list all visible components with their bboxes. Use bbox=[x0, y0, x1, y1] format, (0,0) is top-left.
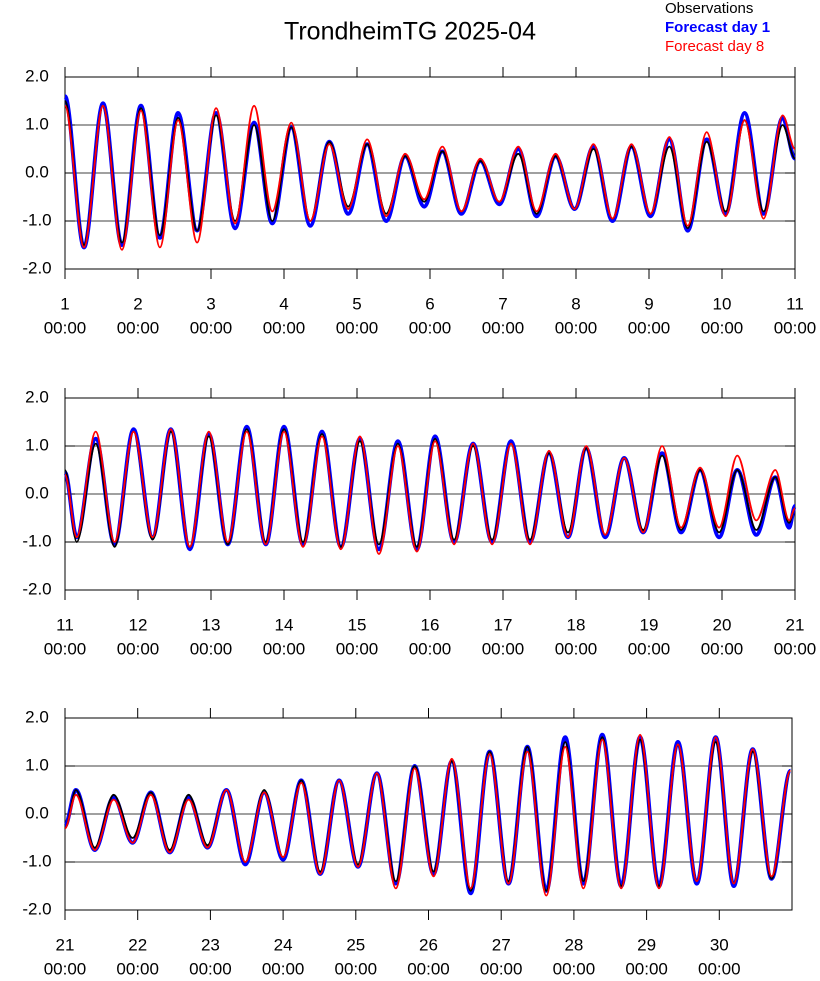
x-tick-sublabel: 00:00 bbox=[628, 639, 671, 658]
series-line bbox=[64, 428, 796, 555]
x-tick-label: 5 bbox=[352, 294, 361, 313]
y-tick-label: 0.0 bbox=[25, 803, 49, 822]
x-tick-sublabel: 00:00 bbox=[336, 318, 379, 337]
y-tick-label: -1.0 bbox=[22, 210, 51, 229]
x-tick-sublabel: 00:00 bbox=[189, 959, 232, 978]
x-tick-sublabel: 00:00 bbox=[262, 959, 305, 978]
y-tick-label: 2.0 bbox=[25, 707, 49, 726]
x-tick-label: 9 bbox=[644, 294, 653, 313]
x-tick-label: 25 bbox=[346, 935, 365, 954]
x-tick-sublabel: 00:00 bbox=[555, 639, 598, 658]
legend-entry: Observations bbox=[665, 0, 753, 17]
y-tick-label: 0.0 bbox=[25, 162, 49, 181]
x-tick-label: 7 bbox=[498, 294, 507, 313]
x-tick-label: 1 bbox=[60, 294, 69, 313]
x-tick-sublabel: 00:00 bbox=[555, 318, 598, 337]
series-line bbox=[64, 733, 792, 897]
y-tick-label: 2.0 bbox=[25, 387, 49, 406]
y-tick-label: 1.0 bbox=[25, 755, 49, 774]
x-tick-sublabel: 00:00 bbox=[774, 318, 817, 337]
x-tick-label: 12 bbox=[129, 615, 148, 634]
x-tick-sublabel: 00:00 bbox=[44, 959, 87, 978]
x-tick-sublabel: 00:00 bbox=[190, 639, 233, 658]
y-tick-label: -2.0 bbox=[22, 899, 51, 918]
x-tick-sublabel: 00:00 bbox=[117, 639, 160, 658]
x-tick-label: 17 bbox=[494, 615, 513, 634]
x-tick-label: 16 bbox=[421, 615, 440, 634]
x-tick-sublabel: 00:00 bbox=[190, 318, 233, 337]
x-tick-label: 15 bbox=[348, 615, 367, 634]
x-tick-label: 2 bbox=[133, 294, 142, 313]
x-tick-sublabel: 00:00 bbox=[698, 959, 741, 978]
x-tick-sublabel: 00:00 bbox=[44, 639, 87, 658]
x-tick-label: 30 bbox=[710, 935, 729, 954]
x-tick-sublabel: 00:00 bbox=[44, 318, 87, 337]
x-tick-label: 10 bbox=[713, 294, 732, 313]
legend-entry: Forecast day 8 bbox=[665, 38, 764, 55]
x-tick-sublabel: 00:00 bbox=[482, 639, 525, 658]
series-line bbox=[64, 104, 796, 251]
x-tick-sublabel: 00:00 bbox=[628, 318, 671, 337]
x-tick-label: 20 bbox=[713, 615, 732, 634]
x-tick-sublabel: 00:00 bbox=[336, 639, 379, 658]
x-tick-label: 29 bbox=[637, 935, 656, 954]
x-tick-sublabel: 00:00 bbox=[409, 318, 452, 337]
chart-title: TrondheimTG 2025-04 bbox=[284, 18, 536, 46]
x-tick-sublabel: 00:00 bbox=[480, 959, 523, 978]
y-tick-label: 2.0 bbox=[25, 66, 49, 85]
x-tick-label: 24 bbox=[274, 935, 293, 954]
x-tick-label: 26 bbox=[419, 935, 438, 954]
x-tick-sublabel: 00:00 bbox=[482, 318, 525, 337]
x-tick-label: 28 bbox=[564, 935, 583, 954]
x-tick-sublabel: 00:00 bbox=[263, 318, 306, 337]
legend-entry: Forecast day 1 bbox=[665, 19, 770, 36]
x-tick-sublabel: 00:00 bbox=[116, 959, 159, 978]
x-tick-sublabel: 00:00 bbox=[701, 639, 744, 658]
x-tick-label: 19 bbox=[640, 615, 659, 634]
y-tick-label: -2.0 bbox=[22, 579, 51, 598]
x-tick-sublabel: 00:00 bbox=[774, 639, 817, 658]
y-tick-label: -2.0 bbox=[22, 258, 51, 277]
x-tick-sublabel: 00:00 bbox=[625, 959, 668, 978]
x-tick-label: 18 bbox=[567, 615, 586, 634]
x-tick-label: 23 bbox=[201, 935, 220, 954]
y-tick-label: 0.0 bbox=[25, 483, 49, 502]
x-tick-label: 13 bbox=[202, 615, 221, 634]
x-tick-sublabel: 00:00 bbox=[701, 318, 744, 337]
x-tick-label: 8 bbox=[571, 294, 580, 313]
x-tick-sublabel: 00:00 bbox=[263, 639, 306, 658]
y-tick-label: -1.0 bbox=[22, 851, 51, 870]
x-tick-label: 3 bbox=[206, 294, 215, 313]
series-line bbox=[64, 100, 796, 246]
x-tick-label: 6 bbox=[425, 294, 434, 313]
x-tick-sublabel: 00:00 bbox=[409, 639, 452, 658]
x-tick-label: 4 bbox=[279, 294, 288, 313]
y-tick-label: 1.0 bbox=[25, 435, 49, 454]
x-tick-label: 11 bbox=[786, 294, 804, 313]
x-tick-label: 21 bbox=[786, 615, 805, 634]
x-tick-label: 27 bbox=[492, 935, 511, 954]
x-tick-sublabel: 00:00 bbox=[335, 959, 378, 978]
x-tick-label: 14 bbox=[275, 615, 294, 634]
x-tick-sublabel: 00:00 bbox=[117, 318, 160, 337]
x-tick-sublabel: 00:00 bbox=[407, 959, 450, 978]
y-tick-label: -1.0 bbox=[22, 531, 51, 550]
x-tick-label: 21 bbox=[56, 935, 75, 954]
x-tick-sublabel: 00:00 bbox=[553, 959, 596, 978]
x-tick-label: 11 bbox=[56, 615, 74, 634]
x-tick-label: 22 bbox=[128, 935, 147, 954]
y-tick-label: 1.0 bbox=[25, 114, 49, 133]
